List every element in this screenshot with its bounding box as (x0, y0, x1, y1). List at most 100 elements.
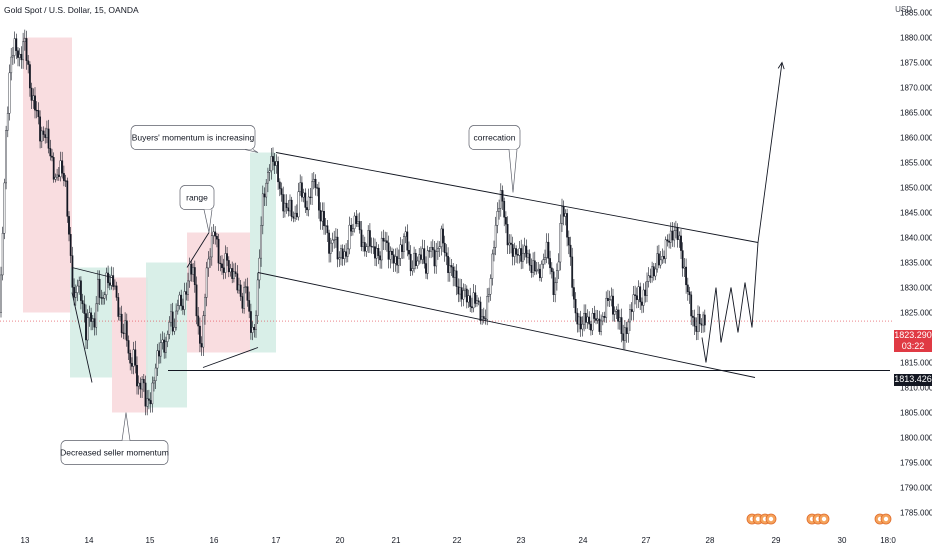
candle-body (598, 318, 601, 332)
candle-body (307, 196, 310, 211)
candle-body (401, 244, 404, 252)
candle-body (46, 128, 48, 138)
candle-body (180, 294, 183, 307)
candle-body (301, 182, 303, 198)
candle-body (248, 300, 251, 312)
time-tick-label: 16 (210, 536, 219, 545)
candle-body (120, 313, 123, 333)
candle-body (476, 300, 478, 304)
candle-body (311, 181, 313, 198)
trend-line (186, 232, 210, 268)
candle-body (595, 318, 597, 321)
candle-body (88, 312, 91, 319)
candle-body (501, 190, 504, 202)
candle-body (505, 217, 507, 225)
candle-body (166, 334, 169, 342)
candle-body (297, 191, 300, 218)
candle-body (112, 275, 115, 287)
time-tick-label: 28 (706, 536, 715, 545)
candle-body (666, 239, 669, 242)
candle-body (486, 296, 489, 320)
candle-body (683, 266, 686, 269)
annotations-layer: Buyers' momentum is increasing range corre… (60, 125, 521, 465)
candle-body (335, 236, 337, 240)
candle-body (423, 248, 426, 264)
candle-body (222, 267, 225, 273)
candle-body (103, 294, 106, 299)
candle-body (78, 280, 81, 287)
candle-body (418, 254, 421, 262)
candle-body (537, 268, 540, 271)
candle-body (386, 240, 388, 243)
candle-body (634, 294, 637, 296)
candle-body (533, 260, 536, 272)
candle-body (102, 297, 104, 299)
candle-body (54, 176, 57, 180)
candle-body (659, 259, 662, 266)
candle-body (355, 215, 358, 224)
candle-body (510, 242, 512, 245)
candle-body (535, 270, 538, 272)
candle-body (100, 297, 103, 299)
candle-body (644, 289, 647, 296)
candle-body (367, 230, 370, 247)
candle-body (607, 297, 609, 301)
candle-body (556, 270, 558, 283)
candle-body (253, 327, 256, 330)
candle-body (263, 193, 266, 198)
projection-arrowhead (777, 61, 785, 70)
candle-body (224, 253, 227, 273)
candle-body (212, 231, 215, 236)
candle-body (275, 161, 278, 166)
candle-body (593, 313, 596, 319)
candle-body (620, 317, 623, 334)
candle-body (236, 273, 239, 291)
candle-body (95, 303, 98, 328)
candle-body (578, 316, 580, 325)
trendlines-layer (71, 61, 890, 383)
candle-body (35, 109, 38, 112)
event-flag-center (755, 516, 761, 522)
candle-body (688, 291, 691, 296)
annotation-tail (203, 209, 213, 233)
candle-body (170, 311, 172, 323)
candle-body (51, 155, 53, 158)
price-tick-label: 1795.000 (900, 459, 932, 468)
candle-body (343, 251, 346, 259)
candle-body (384, 240, 387, 242)
candle-body (603, 316, 606, 318)
candle-body (251, 327, 254, 333)
candle-body (469, 295, 472, 307)
candle-body (579, 316, 582, 330)
candle-body (413, 252, 415, 269)
candle-body (42, 130, 45, 135)
candle-body (406, 231, 409, 251)
candle-body (318, 187, 320, 211)
candle-body (161, 339, 164, 343)
price-tick-label: 1875.000 (900, 59, 932, 68)
events-layer (746, 513, 892, 525)
candle-body (96, 278, 99, 305)
candle-body (79, 280, 82, 301)
candle-body (460, 287, 463, 300)
candle-body (408, 249, 410, 255)
candle-body (159, 342, 162, 357)
candle-body (612, 295, 614, 315)
time-tick-label: 23 (517, 536, 526, 545)
candle-body (540, 263, 543, 279)
candle-body (435, 251, 438, 267)
price-tick-label: 1835.000 (900, 259, 932, 268)
candle-body (49, 148, 52, 157)
candle-body (377, 248, 380, 256)
candle-body (489, 278, 492, 295)
candle-body (357, 221, 359, 224)
candle-body (396, 256, 398, 266)
price-tick-label: 1810.000 (900, 384, 932, 393)
candle-body (57, 174, 60, 177)
projection-path (701, 62, 783, 363)
candle-body (692, 315, 694, 318)
candle-body (59, 160, 62, 177)
candle-body (285, 202, 288, 209)
